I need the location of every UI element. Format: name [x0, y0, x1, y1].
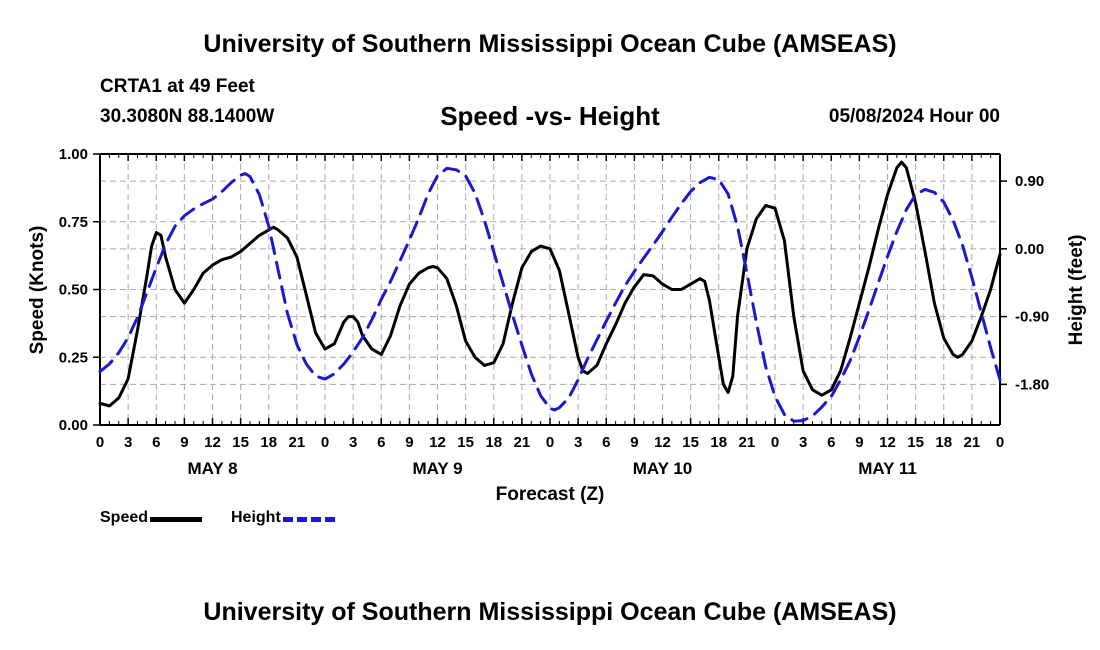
x-tick-label: 9: [405, 434, 413, 451]
y-left-tick-label: 0.75: [59, 214, 88, 231]
station-label: CRTA1 at 49 Feet: [100, 76, 255, 97]
x-tick-label: 6: [827, 434, 835, 451]
x-tick-label: 12: [879, 434, 896, 451]
x-tick-label: 0: [321, 434, 329, 451]
y-left-tick-label: 0.00: [59, 417, 88, 434]
y-right-tick-label: 0.00: [1015, 241, 1044, 258]
series-lines: [98, 160, 1002, 423]
axes: 0 3 6 9 12 15 18 21 0 3 6 9 12 15 18 21 0 3 6 9 12 15 18 21 0 3 6 9…: [59, 146, 1049, 478]
y-axis-right-label: Height (feet): [1066, 235, 1087, 346]
x-day-label: MAY 10: [633, 459, 693, 478]
x-tick-label: 12: [204, 434, 221, 451]
x-tick-label: 6: [377, 434, 385, 451]
legend-speed-swatch: [150, 517, 203, 522]
x-tick-label: 21: [289, 434, 306, 451]
speed-series-line: [98, 160, 1002, 408]
y-left-tick-label: 0.25: [59, 349, 88, 366]
x-tick-label: 12: [654, 434, 671, 451]
x-tick-label: 9: [180, 434, 188, 451]
station-coordinates: 30.3080N 88.1400W: [100, 106, 275, 127]
x-tick-label: 21: [964, 434, 981, 451]
x-tick-label: 12: [429, 434, 446, 451]
x-tick-label: 15: [907, 434, 924, 451]
x-tick-label: 0: [546, 434, 554, 451]
x-tick-label: 3: [799, 434, 807, 451]
x-tick-label: 18: [710, 434, 727, 451]
x-tick-label: 6: [152, 434, 160, 451]
x-tick-label: 18: [260, 434, 277, 451]
grid-lines: [100, 154, 1000, 425]
y-right-tick-label: -0.90: [1015, 309, 1049, 326]
x-tick-label: 9: [630, 434, 638, 451]
x-tick-label: 0: [96, 434, 104, 451]
x-day-label: MAY 8: [187, 459, 237, 478]
x-tick-label: 15: [682, 434, 699, 451]
x-tick-label: 21: [739, 434, 756, 451]
x-day-label: MAY 9: [412, 459, 462, 478]
x-tick-label: 15: [232, 434, 249, 451]
x-day-label: MAY 11: [858, 459, 917, 478]
y-left-tick-label: 1.00: [59, 146, 88, 163]
x-tick-label: 15: [457, 434, 474, 451]
legend-speed-label: Speed: [100, 509, 149, 526]
x-tick-label: 18: [935, 434, 952, 451]
x-tick-label: 0: [771, 434, 779, 451]
y-left-tick-label: 0.50: [59, 282, 88, 299]
page-title-bottom: University of Southern Mississippi Ocean…: [203, 598, 897, 626]
y-right-tick-label: 0.90: [1015, 173, 1044, 190]
legend-height-label: Height: [231, 509, 281, 526]
x-axis-label: Forecast (Z): [496, 484, 605, 505]
y-axis-left-label: Speed (Knots): [27, 226, 48, 355]
x-tick-label: 21: [514, 434, 531, 451]
x-tick-label: 0: [996, 434, 1004, 451]
x-tick-label: 3: [124, 434, 132, 451]
chart-title: Speed -vs- Height: [440, 101, 660, 131]
height-series-line: [98, 166, 1002, 423]
x-tick-label: 9: [855, 434, 863, 451]
page-title-top: University of Southern Mississippi Ocean…: [203, 30, 897, 58]
legend-height-swatch: [282, 517, 335, 522]
x-tick-label: 6: [602, 434, 610, 451]
x-tick-label: 18: [485, 434, 502, 451]
x-tick-label: 3: [574, 434, 582, 451]
x-tick-label: 3: [349, 434, 357, 451]
y-right-tick-label: -1.80: [1015, 376, 1049, 393]
run-date-label: 05/08/2024 Hour 00: [828, 106, 1000, 127]
legend-height: Height: [231, 509, 335, 527]
legend-speed: Speed: [100, 509, 203, 527]
